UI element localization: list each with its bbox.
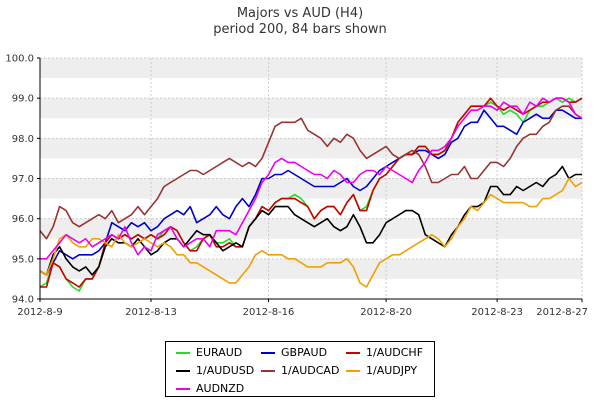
legend-swatch bbox=[346, 352, 360, 354]
x-tick-label: 2012-8-27 bbox=[536, 307, 588, 318]
legend-swatch bbox=[176, 388, 190, 390]
x-tick-label: 2012-8-9 bbox=[17, 307, 62, 318]
legend-item-1audcad: 1/AUDCAD bbox=[261, 364, 339, 377]
chart-title: Majors vs AUD (H4) bbox=[236, 6, 364, 21]
series-line-gbpaud bbox=[39, 109, 582, 276]
legend-item-audnzd: AUDNZD bbox=[176, 382, 244, 395]
legend-item-euraud: EURAUD bbox=[176, 346, 242, 359]
chart-legend: EURAUD GBPAUD 1/AUDCHF 1/AUDUSD 1/AUDCAD 1/AU… bbox=[165, 341, 435, 397]
y-tick-label: 100.0 bbox=[5, 54, 34, 65]
legend-swatch bbox=[176, 370, 190, 372]
grid-band bbox=[40, 138, 582, 159]
y-tick-label: 95.0 bbox=[12, 254, 34, 265]
legend-swatch bbox=[261, 370, 275, 372]
x-tick-label: 2012-8-16 bbox=[243, 307, 295, 318]
y-tick-label: 96.0 bbox=[12, 214, 34, 225]
legend-item-1audjpy: 1/AUDJPY bbox=[346, 364, 417, 377]
legend-item-gbpaud: GBPAUD bbox=[261, 346, 327, 359]
grid-band bbox=[40, 58, 582, 79]
y-tick-label: 94.0 bbox=[12, 295, 34, 306]
legend-swatch bbox=[176, 352, 190, 354]
legend-item-1audusd: 1/AUDUSD bbox=[176, 364, 254, 377]
legend-label: GBPAUD bbox=[281, 346, 328, 359]
series-line-1audjpy bbox=[39, 177, 583, 288]
series-line-1audcad bbox=[39, 105, 583, 240]
legend-swatch bbox=[261, 352, 275, 354]
legend-label: AUDNZD bbox=[196, 382, 245, 395]
y-tick-label: 99.0 bbox=[12, 94, 34, 105]
legend-item-1audchf: 1/AUDCHF bbox=[346, 346, 423, 359]
legend-label: 1/AUDCAD bbox=[281, 364, 340, 377]
legend-label: 1/AUDCHF bbox=[366, 346, 424, 359]
legend-swatch bbox=[346, 370, 360, 372]
legend-label: 1/AUDUSD bbox=[196, 364, 255, 377]
grid-band bbox=[40, 98, 582, 119]
series-line-audnzd bbox=[40, 97, 583, 260]
x-tick-label: 2012-8-23 bbox=[471, 307, 523, 318]
x-tick-label: 2012-8-13 bbox=[125, 307, 177, 318]
y-tick-label: 98.0 bbox=[12, 134, 34, 145]
grid-band bbox=[40, 178, 582, 199]
legend-label: 1/AUDJPY bbox=[366, 364, 418, 377]
chart-subtitle: period 200, 84 bars shown bbox=[213, 22, 387, 37]
grid-band bbox=[40, 258, 582, 279]
x-tick-label: 2012-8-20 bbox=[360, 307, 412, 318]
grid-band bbox=[40, 218, 582, 239]
legend-label: EURAUD bbox=[196, 346, 243, 359]
y-tick-label: 97.0 bbox=[12, 174, 34, 185]
